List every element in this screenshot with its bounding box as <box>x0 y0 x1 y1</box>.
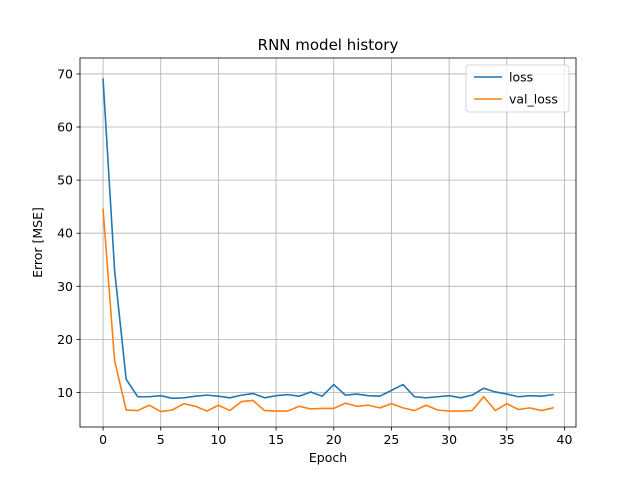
series-lines <box>102 78 554 413</box>
y-tick-label: 20 <box>57 332 73 347</box>
series-line-loss <box>102 78 554 400</box>
x-tick-label: 20 <box>326 432 342 447</box>
legend: loss val_loss <box>465 64 570 113</box>
x-tick-label: 25 <box>383 432 399 447</box>
legend-label-val-loss: val_loss <box>509 92 558 107</box>
x-tick-label: 30 <box>441 432 457 447</box>
x-tick-label: 5 <box>157 432 165 447</box>
x-tick-label: 10 <box>210 432 226 447</box>
legend-label-loss: loss <box>509 70 533 85</box>
axis-ticks: 0 5 10 15 20 25 30 35 40 10 20 30 40 50 60 70 <box>57 66 572 447</box>
x-axis-label: Epoch <box>309 450 347 465</box>
y-tick-label: 50 <box>57 173 73 188</box>
y-tick-label: 40 <box>57 226 73 241</box>
y-tick-label: 60 <box>57 120 73 135</box>
x-tick-label: 0 <box>99 432 107 447</box>
grid <box>80 58 576 427</box>
y-tick-label: 70 <box>57 66 73 81</box>
chart-title: RNN model history <box>258 36 399 54</box>
series-line-val-loss <box>102 208 554 413</box>
y-axis-label: Error [MSE] <box>30 207 45 278</box>
plot-frame <box>79 57 577 428</box>
x-tick-label: 15 <box>268 432 284 447</box>
x-tick-label: 35 <box>499 432 515 447</box>
y-tick-label: 30 <box>57 279 73 294</box>
y-tick-label: 10 <box>57 385 73 400</box>
x-tick-label: 40 <box>557 432 573 447</box>
